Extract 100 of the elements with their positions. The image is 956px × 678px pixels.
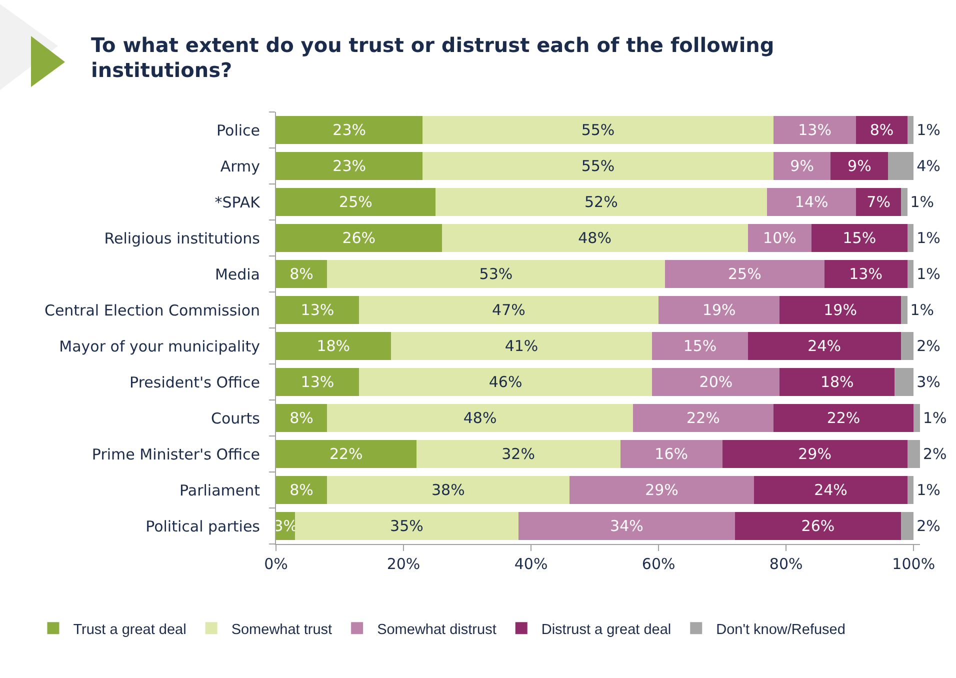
bar: [276, 224, 442, 252]
bar: [907, 116, 914, 144]
y-tick-label: Police: [216, 121, 260, 140]
y-tick-label: Army: [220, 157, 260, 176]
bar: [620, 440, 722, 468]
bar: [830, 152, 888, 180]
bar: [569, 476, 754, 504]
data-label: 22%: [686, 409, 720, 427]
x-tick-label: 80%: [769, 555, 803, 573]
y-tick-label: Mayor of your municipality: [59, 337, 260, 356]
data-label: 25%: [728, 265, 762, 283]
data-label: 9%: [848, 157, 872, 175]
legend-label: Distrust a great deal: [541, 622, 672, 638]
data-label: 13%: [300, 301, 334, 319]
data-label: 24%: [814, 481, 848, 499]
bar: [780, 368, 894, 396]
data-label: 47%: [492, 301, 526, 319]
x-tick-label: 0%: [264, 555, 288, 573]
data-label: 48%: [578, 229, 612, 247]
y-tick-label: President's Office: [130, 373, 260, 392]
data-label: 55%: [581, 157, 615, 175]
data-label: 15%: [842, 229, 876, 247]
data-label: 22%: [826, 409, 860, 427]
bar: [295, 512, 518, 540]
data-label: 1%: [923, 409, 947, 427]
bar: [276, 260, 328, 288]
bar: [914, 404, 920, 432]
data-label: 26%: [342, 229, 376, 247]
bar: [773, 116, 856, 144]
bar: [276, 476, 328, 504]
data-label: 1%: [916, 121, 940, 139]
bar: [276, 116, 423, 144]
legend-label: Trust a great deal: [73, 622, 186, 638]
data-label: 32%: [502, 445, 535, 463]
bar: [276, 296, 359, 324]
data-label: 13%: [798, 121, 832, 139]
data-label: 14%: [794, 193, 828, 211]
bar: [900, 512, 914, 540]
bar: [276, 332, 391, 360]
legend-label: Somewhat distrust: [377, 622, 496, 638]
bar: [422, 116, 774, 144]
data-label: 29%: [645, 481, 678, 499]
data-label: 13%: [300, 373, 334, 391]
data-label: 35%: [390, 517, 424, 535]
bar: [754, 476, 908, 504]
bar: [664, 260, 824, 288]
bar: [358, 368, 652, 396]
bar: [442, 224, 748, 252]
y-tick-label: *SPAK: [214, 193, 262, 212]
data-label: 48%: [463, 409, 497, 427]
x-tick-label: 20%: [386, 555, 420, 573]
bar: [633, 404, 774, 432]
x-tick-label: 60%: [642, 555, 676, 573]
chart-title: To what extent do you trust or distrust each of the following institutions?: [91, 33, 776, 83]
data-label: 4%: [916, 157, 940, 175]
data-label: 18%: [820, 373, 854, 391]
bar: [812, 224, 908, 252]
data-label: 10%: [763, 229, 796, 247]
bar: [748, 224, 812, 252]
bar: [276, 188, 436, 216]
bar: [327, 476, 570, 504]
bar: [518, 512, 736, 540]
data-label: 55%: [581, 121, 615, 139]
y-tick-label: Prime Minister's Office: [92, 445, 260, 464]
bar: [358, 296, 659, 324]
data-label: 38%: [431, 481, 465, 499]
data-label: 1%: [916, 229, 940, 247]
bar: [276, 404, 328, 432]
bar: [907, 260, 914, 288]
data-label: 23%: [332, 121, 366, 139]
bar: [907, 476, 914, 504]
data-label: 1%: [910, 301, 934, 319]
bar: [722, 440, 908, 468]
bar: [856, 188, 901, 216]
bar: [658, 296, 780, 324]
bar: [422, 152, 774, 180]
data-label: 15%: [683, 337, 717, 355]
data-label: 8%: [870, 121, 894, 139]
data-label: 19%: [702, 301, 736, 319]
data-label: 13%: [849, 265, 882, 283]
bar: [856, 116, 908, 144]
data-label: 23%: [332, 157, 366, 175]
bar: [276, 440, 416, 468]
data-label: 1%: [916, 481, 940, 499]
data-label: 24%: [808, 337, 842, 355]
bar: [390, 332, 652, 360]
legend-label: Somewhat trust: [231, 622, 332, 638]
bar: [652, 332, 748, 360]
bar: [888, 152, 914, 180]
data-label: 34%: [610, 517, 644, 535]
bar: [894, 368, 914, 396]
x-tick-label: 40%: [514, 555, 548, 573]
data-label: 52%: [584, 193, 618, 211]
data-label: 1%: [910, 193, 934, 211]
data-label: 7%: [866, 193, 890, 211]
data-label: 26%: [801, 517, 835, 535]
bar: [327, 404, 634, 432]
bar: [773, 152, 831, 180]
data-label: 25%: [339, 193, 372, 211]
bar: [824, 260, 908, 288]
